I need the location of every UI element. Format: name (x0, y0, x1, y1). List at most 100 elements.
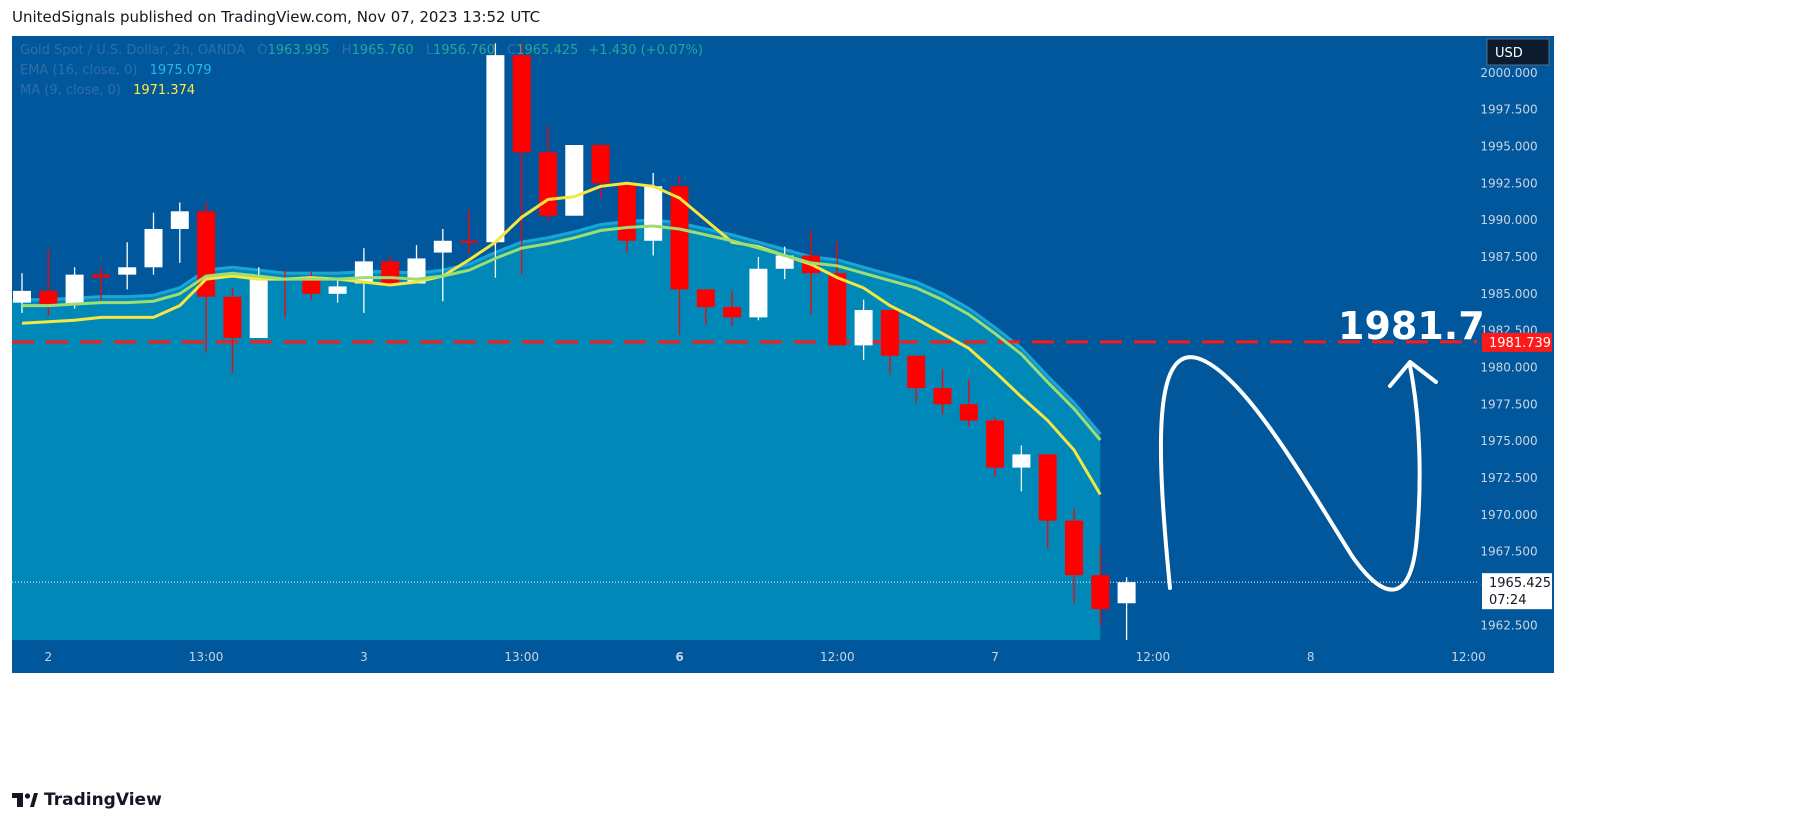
legend: Gold Spot / U.S. Dollar, 2h, OANDA O1963… (20, 43, 703, 98)
y-tick-label: 1975.000 (1480, 434, 1537, 448)
candle-body (959, 404, 978, 421)
candle-body (670, 186, 689, 290)
currency-label: USD (1495, 46, 1523, 61)
y-tick-label: 1970.000 (1480, 508, 1537, 522)
brand-name: TradingView (44, 790, 162, 810)
y-tick-label: 1962.500 (1480, 618, 1537, 632)
candle-body (249, 277, 268, 338)
legend-o-value: 1963.995 (268, 43, 330, 58)
candle-body (907, 355, 926, 389)
arrow-head (1388, 360, 1438, 388)
x-axis: 2 13:00 3 13:00 6 12:00 7 12:00 8 12:00 (12, 640, 1554, 673)
publish-header: UnitedSignals published on TradingView.c… (12, 8, 541, 26)
candle-body (539, 152, 557, 216)
legend-ma-value: 1971.374 (133, 83, 195, 98)
tradingview-brand[interactable]: TradingView (12, 790, 162, 810)
x-tick-label: 12:00 (1451, 650, 1486, 664)
y-tick-label: 1987.500 (1480, 250, 1537, 264)
candle-body (433, 240, 452, 253)
level-price-label: 1981.739 (1489, 336, 1551, 351)
candle-body (302, 279, 321, 294)
candle-body (1012, 454, 1031, 468)
candle-body (775, 255, 794, 269)
x-tick-label: 12:00 (820, 650, 855, 664)
y-tick-label: 2000.000 (1480, 66, 1537, 80)
x-tick-label: 6 (675, 650, 683, 664)
legend-o-label: O (257, 43, 267, 58)
candle-body (933, 388, 952, 405)
candle-body (749, 268, 768, 318)
y-tick-label: 1995.000 (1480, 139, 1537, 153)
y-tick-label: 1992.500 (1480, 176, 1537, 190)
candle-body (880, 310, 899, 356)
candle-body (828, 273, 847, 346)
candle-body (91, 274, 110, 278)
candle-body (512, 55, 531, 153)
currency-button[interactable]: USD (1486, 38, 1550, 66)
y-tick-label: 1967.500 (1480, 545, 1537, 559)
legend-ema-label: EMA (16, close, 0) (20, 63, 137, 78)
candle-body (13, 290, 31, 303)
legend-l-label: L (426, 43, 434, 58)
legend-h-label: H (342, 43, 352, 58)
y-tick-label: 1977.500 (1480, 397, 1537, 411)
ema-line (22, 224, 1102, 441)
candle-body (617, 183, 636, 241)
legend-symbol: Gold Spot / U.S. Dollar, 2h, OANDA (20, 43, 245, 58)
axis-background (1477, 36, 1554, 673)
price-chart[interactable]: 1981.7 Gold Spot / U.S. Dollar, 2h, OAND… (12, 36, 1554, 673)
candle-body (460, 240, 479, 243)
candle-body (223, 296, 242, 338)
svg-text:EMA (16, close, 0) 1975.: EMA (16, close, 0) 1975.079 (20, 63, 212, 78)
candle-body (144, 228, 163, 268)
x-tick-label: 13:00 (189, 650, 224, 664)
candle-body (1091, 575, 1110, 610)
candle-body (723, 307, 742, 318)
countdown-label: 07:24 (1489, 593, 1526, 608)
x-tick-label: 2 (44, 650, 52, 664)
y-tick-label: 1985.000 (1480, 287, 1537, 301)
candle-body (39, 290, 58, 305)
x-tick-label: 13:00 (504, 650, 539, 664)
y-tick-label: 1980.000 (1480, 360, 1537, 374)
candle-body (381, 261, 400, 284)
ma-line (21, 181, 1102, 496)
svg-text:Gold Spot / U.S. Dollar, 2h, O: Gold Spot / U.S. Dollar, 2h, OANDA O1963… (20, 43, 703, 58)
candle-body (1065, 520, 1083, 576)
y-tick-label: 1997.500 (1480, 103, 1537, 117)
candle-body (118, 267, 137, 275)
legend-ma-label: MA (9, close, 0) (20, 83, 121, 98)
legend-c-label: C (507, 43, 516, 58)
candle-body (591, 145, 610, 184)
legend-l-value: 1956.760 (433, 43, 495, 58)
ema-cloud (12, 220, 1101, 640)
candles (13, 43, 1136, 673)
projection-curve-arrow (1158, 355, 1422, 592)
last-price-tag: 1965.425 07:24 (1482, 573, 1552, 610)
y-tick-label: 1972.500 (1480, 471, 1537, 485)
candle-body (486, 55, 505, 243)
candle-body (986, 420, 1005, 468)
candle-body (170, 211, 189, 229)
legend-h-value: 1965.760 (352, 43, 414, 58)
candle-body (328, 286, 347, 294)
legend-change: +1.430 (+0.07%) (588, 43, 703, 58)
candle-body (644, 186, 663, 241)
candle-body (1038, 454, 1057, 521)
level-price-tag: 1981.739 (1482, 332, 1552, 352)
target-annotation: 1981.7 (1338, 304, 1485, 348)
y-tick-label: 1990.000 (1480, 213, 1537, 227)
candle-body (854, 310, 873, 346)
last-price-label: 1965.425 (1489, 576, 1551, 591)
svg-text:MA (9, close, 0) 1971.37: MA (9, close, 0) 1971.374 (20, 83, 195, 98)
x-tick-label: 12:00 (1136, 650, 1171, 664)
legend-ema-value: 1975.079 (150, 63, 212, 78)
candle-body (565, 145, 584, 216)
x-tick-label: 8 (1307, 650, 1315, 664)
x-tick-label: 3 (360, 650, 368, 664)
legend-c-value: 1965.425 (516, 43, 578, 58)
x-axis-band (12, 640, 1554, 673)
candle-body (65, 274, 84, 305)
candle-body (696, 289, 715, 308)
tradingview-logo-icon (12, 793, 38, 807)
